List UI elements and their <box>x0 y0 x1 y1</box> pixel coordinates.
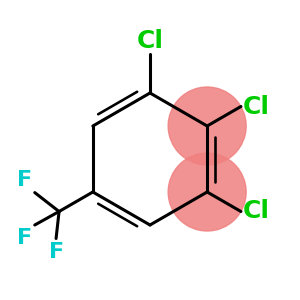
Text: F: F <box>16 169 32 190</box>
Text: F: F <box>16 228 32 248</box>
Text: Cl: Cl <box>242 94 269 118</box>
Text: F: F <box>49 242 64 262</box>
Circle shape <box>168 87 246 165</box>
Text: Cl: Cl <box>242 200 269 224</box>
Circle shape <box>168 153 246 231</box>
Text: Cl: Cl <box>136 28 164 52</box>
